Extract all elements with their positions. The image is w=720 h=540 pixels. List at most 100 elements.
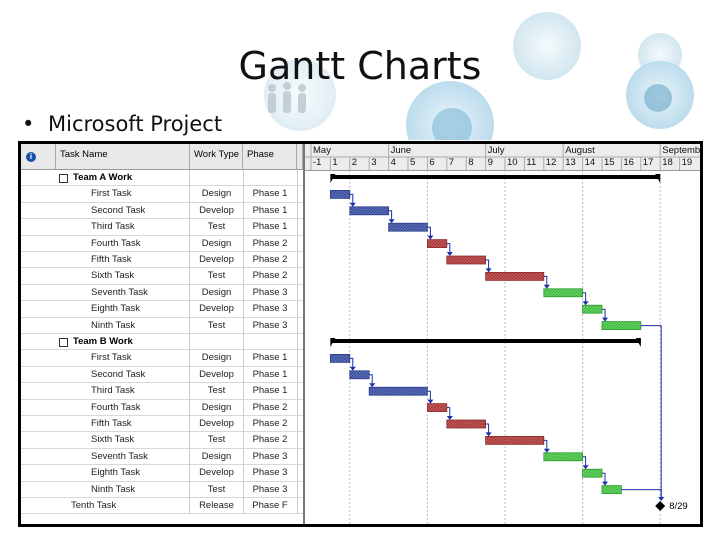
decor-circle: [644, 84, 672, 112]
phase-cell[interactable]: Phase 2: [243, 252, 298, 268]
summary-row[interactable]: Team B Work: [21, 334, 303, 351]
table-row[interactable]: Ninth Task Test Phase 3: [21, 481, 303, 498]
table-row[interactable]: Second Task Develop Phase 1: [21, 366, 303, 384]
phase-cell[interactable]: Phase 3: [243, 465, 298, 482]
phase-cell[interactable]: Phase 3: [243, 301, 298, 318]
phase-cell[interactable]: [243, 170, 298, 186]
phase-cell[interactable]: Phase 2: [243, 399, 298, 416]
task-name-cell[interactable]: Fourth Task: [21, 235, 190, 252]
work-type-cell[interactable]: Test: [190, 219, 244, 236]
task-name-cell[interactable]: Seventh Task: [21, 448, 190, 465]
column-header-spacer: [297, 144, 303, 170]
task-name-cell[interactable]: Ninth Task: [21, 481, 190, 498]
phase-cell[interactable]: Phase 2: [243, 235, 298, 252]
work-type-cell[interactable]: Test: [190, 432, 244, 449]
work-type-cell[interactable]: Test: [190, 268, 244, 285]
summary-row[interactable]: Team A Work: [21, 170, 303, 187]
task-name-cell[interactable]: Second Task: [21, 366, 190, 383]
dependency-arrow: [427, 399, 434, 404]
work-type-column-header[interactable]: Work Type: [190, 144, 243, 170]
task-name-cell[interactable]: Eighth Task: [21, 465, 190, 482]
task-name-cell[interactable]: Tenth Task: [21, 498, 190, 514]
work-type-cell[interactable]: [190, 334, 244, 350]
phase-cell[interactable]: Phase F: [243, 498, 298, 514]
task-name-cell[interactable]: Team B Work: [21, 334, 190, 350]
table-row[interactable]: Third Task Test Phase 1: [21, 383, 303, 400]
work-type-cell[interactable]: Develop: [190, 366, 244, 383]
task-name-cell[interactable]: Fifth Task: [21, 252, 190, 268]
task-name-cell[interactable]: Seventh Task: [21, 284, 190, 301]
task-name-cell[interactable]: Third Task: [21, 219, 190, 236]
phase-cell[interactable]: Phase 2: [243, 416, 298, 432]
phase-cell[interactable]: Phase 1: [243, 186, 298, 203]
phase-cell[interactable]: Phase 3: [243, 317, 298, 334]
phase-cell[interactable]: Phase 1: [243, 219, 298, 236]
indicator-column-header[interactable]: i: [21, 144, 56, 170]
task-name-cell[interactable]: Fourth Task: [21, 399, 190, 416]
table-row[interactable]: Sixth Task Test Phase 2: [21, 268, 303, 285]
phase-cell[interactable]: Phase 3: [243, 284, 298, 301]
work-type-cell[interactable]: Develop: [190, 465, 244, 482]
phase-cell[interactable]: Phase 3: [243, 448, 298, 465]
table-row[interactable]: Eighth Task Develop Phase 3: [21, 465, 303, 482]
work-type-cell[interactable]: Test: [190, 317, 244, 334]
work-type-cell[interactable]: Develop: [190, 416, 244, 432]
collapse-toggle-icon[interactable]: [59, 174, 68, 183]
table-row[interactable]: Ninth Task Test Phase 3: [21, 317, 303, 334]
task-name-cell[interactable]: Ninth Task: [21, 317, 190, 334]
work-type-cell[interactable]: Design: [190, 350, 244, 367]
dependency-arrow: [602, 481, 608, 486]
task-name-cell[interactable]: Team A Work: [21, 170, 190, 186]
phase-column-header[interactable]: Phase: [243, 144, 297, 170]
task-name-cell[interactable]: Third Task: [21, 383, 190, 400]
table-row[interactable]: Seventh Task Design Phase 3: [21, 284, 303, 302]
task-name-cell[interactable]: Second Task: [21, 202, 190, 219]
phase-cell[interactable]: Phase 2: [243, 268, 298, 285]
table-row[interactable]: Eighth Task Develop Phase 3: [21, 301, 303, 318]
work-type-cell[interactable]: Develop: [190, 301, 244, 318]
phase-cell[interactable]: Phase 1: [243, 383, 298, 400]
work-type-cell[interactable]: Develop: [190, 202, 244, 219]
table-row[interactable]: Fifth Task Develop Phase 2: [21, 252, 303, 269]
phase-cell[interactable]: Phase 3: [243, 481, 298, 498]
work-type-cell[interactable]: Design: [190, 284, 244, 301]
work-type-cell[interactable]: Design: [190, 235, 244, 252]
task-name-cell[interactable]: First Task: [21, 350, 190, 367]
phase-cell[interactable]: [243, 334, 298, 350]
work-type-cell[interactable]: Design: [190, 399, 244, 416]
phase-cell[interactable]: Phase 1: [243, 202, 298, 219]
week-label: 12: [545, 157, 557, 168]
task-bar: [543, 288, 584, 298]
table-row[interactable]: Sixth Task Test Phase 2: [21, 432, 303, 449]
work-type-cell[interactable]: Release: [190, 498, 244, 514]
summary-bar: [330, 339, 641, 343]
table-row[interactable]: Tenth Task Release Phase F: [21, 498, 303, 515]
task-name-cell[interactable]: Eighth Task: [21, 301, 190, 318]
work-type-cell[interactable]: Develop: [190, 252, 244, 268]
table-row[interactable]: First Task Design Phase 1: [21, 350, 303, 367]
task-name-cell[interactable]: First Task: [21, 186, 190, 203]
table-row[interactable]: Fourth Task Design Phase 2: [21, 399, 303, 416]
phase-cell[interactable]: Phase 1: [243, 350, 298, 367]
table-row[interactable]: Second Task Develop Phase 1: [21, 202, 303, 220]
phase-cell[interactable]: Phase 2: [243, 432, 298, 449]
work-type-cell[interactable]: Test: [190, 481, 244, 498]
task-name-column-header[interactable]: Task Name: [56, 144, 190, 170]
work-type-cell[interactable]: Design: [190, 186, 244, 203]
phase-cell[interactable]: Phase 1: [243, 366, 298, 383]
table-row[interactable]: Fifth Task Develop Phase 2: [21, 416, 303, 433]
task-name-cell[interactable]: Sixth Task: [21, 432, 190, 449]
table-row[interactable]: Third Task Test Phase 1: [21, 219, 303, 236]
table-row[interactable]: First Task Design Phase 1: [21, 186, 303, 203]
work-type-cell[interactable]: Design: [190, 448, 244, 465]
dependency-link: [446, 243, 451, 253]
work-type-cell[interactable]: Test: [190, 383, 244, 400]
dependency-link: [388, 210, 393, 221]
task-name-cell[interactable]: Fifth Task: [21, 416, 190, 432]
table-row[interactable]: Seventh Task Design Phase 3: [21, 448, 303, 466]
work-type-cell[interactable]: [190, 170, 244, 186]
task-name-cell[interactable]: Sixth Task: [21, 268, 190, 285]
collapse-toggle-icon[interactable]: [59, 338, 68, 347]
table-row[interactable]: Fourth Task Design Phase 2: [21, 235, 303, 252]
dependency-link: [602, 472, 606, 483]
